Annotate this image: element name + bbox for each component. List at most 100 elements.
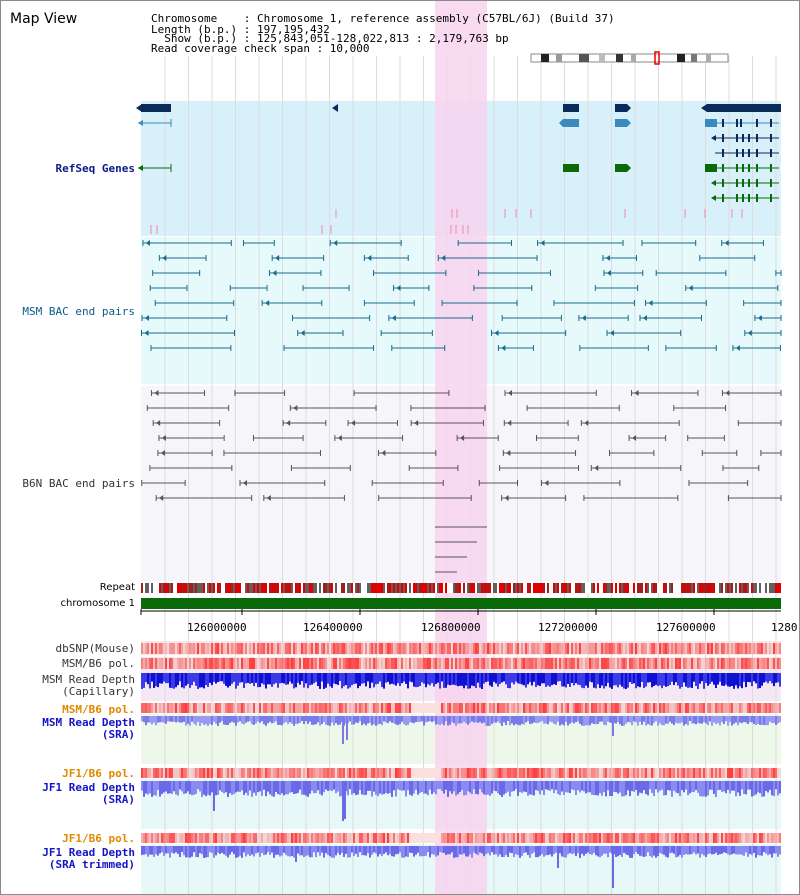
pol-heat <box>447 658 449 669</box>
jf1-pol-heat-2 <box>279 833 281 843</box>
msm-depth-capillary-bar <box>387 673 389 682</box>
jf1-pol-heat <box>605 768 607 778</box>
pol-heat <box>399 658 401 669</box>
jf1-pol-heat <box>497 768 499 778</box>
jf1-pol-heat <box>455 768 457 778</box>
jf1-depth-sra-bar <box>491 781 493 794</box>
jf1-depth-trim-bar <box>297 846 299 854</box>
msm-depth-sra-bar <box>621 716 623 726</box>
pol-heat-2 <box>775 703 777 713</box>
jf1-pol-heat-2 <box>355 833 357 843</box>
msm-depth-sra-bar <box>747 716 749 725</box>
jf1-depth-sra-bar <box>367 781 369 791</box>
pol-heat-2 <box>205 703 207 713</box>
msm-depth-capillary-bar <box>395 673 397 686</box>
dbsnp-heat <box>567 643 569 654</box>
dbsnp-heat <box>161 643 163 654</box>
pol-heat <box>273 658 275 669</box>
dbsnp-heat <box>495 643 497 654</box>
jf1-pol-heat <box>241 768 243 778</box>
msm-depth-sra-bar <box>331 716 333 723</box>
pol-heat-2 <box>255 703 257 713</box>
jf1-depth-sra-bar <box>463 781 465 796</box>
repeat-segment <box>659 583 661 593</box>
pol-heat <box>239 658 241 669</box>
jf1-pol-heat-2 <box>589 833 591 843</box>
repeat-segment <box>153 583 155 593</box>
repeat-segment <box>675 583 677 593</box>
jf1-pol-heat <box>481 768 483 778</box>
jf1-pol-heat <box>291 768 293 778</box>
jf1-depth-sra-bar <box>399 781 401 791</box>
jf1-depth-sra-bar <box>533 781 535 796</box>
dbsnp-heat <box>265 643 267 654</box>
dbsnp-heat <box>189 643 191 654</box>
msm-depth-capillary-bar <box>493 673 495 682</box>
jf1-depth-sra-bar <box>249 781 251 791</box>
dbsnp-heat <box>293 643 295 654</box>
msm-depth-capillary-bar <box>341 673 343 689</box>
jf1-depth-sra-bar <box>627 781 629 791</box>
jf1-depth-sra-bar <box>169 781 171 794</box>
repeat-segment <box>247 583 249 593</box>
msm-depth-capillary-bar <box>315 673 317 682</box>
msm-depth-sra-bar <box>619 716 621 725</box>
repeat-segment <box>477 583 479 593</box>
pol-heat <box>147 658 149 669</box>
pol-heat <box>661 658 663 669</box>
bac-arrow <box>507 390 512 396</box>
jf1-depth-trim-bar <box>271 846 273 853</box>
jf1-pol-heat-2 <box>169 833 171 843</box>
repeat-segment <box>389 583 391 593</box>
msm-depth-sra-bar <box>309 716 311 722</box>
pol-heat-2 <box>565 703 567 713</box>
pol-heat <box>675 658 677 669</box>
pol-heat-2 <box>225 703 227 713</box>
jf1-pol-heat-2 <box>557 833 559 843</box>
msm-depth-capillary-bar <box>311 673 313 685</box>
pol-heat <box>311 658 313 669</box>
dbsnp-heat <box>411 643 413 654</box>
repeat-segment <box>357 583 359 593</box>
msm-depth-capillary-bar <box>581 673 583 688</box>
jf1-depth-sra-bar <box>175 781 177 795</box>
jf1-pol-heat-2 <box>181 833 183 843</box>
pol-heat-2 <box>635 703 637 713</box>
jf1-depth-sra-bar <box>219 781 221 791</box>
bac-arrow <box>396 285 401 291</box>
jf1-depth-sra-bar <box>447 781 449 797</box>
dbsnp-heat <box>595 643 597 654</box>
jf1-depth-trim-bar <box>253 846 255 857</box>
jf1-pol-heat-2 <box>733 833 735 843</box>
msm-depth-capillary-bar <box>677 673 679 686</box>
pol-heat-2 <box>283 703 285 713</box>
repeat-segment <box>457 583 459 593</box>
pol-heat <box>371 658 373 669</box>
repeat-segment <box>375 583 377 593</box>
repeat-segment <box>615 583 617 593</box>
jf1-depth-sra-bar <box>255 781 257 796</box>
jf1-depth-sra-bar <box>709 781 711 790</box>
dbsnp-heat <box>267 643 269 654</box>
dbsnp-heat <box>501 643 503 654</box>
msm-depth-sra-bar <box>293 716 295 726</box>
repeat-segment <box>655 583 657 593</box>
jf1-depth-sra-bar <box>261 781 263 796</box>
pol-heat-2 <box>451 703 453 713</box>
jf1-depth-sra-bar <box>683 781 685 793</box>
jf1-pol-heat <box>709 768 711 778</box>
pol-heat <box>359 658 361 669</box>
pol-heat <box>249 658 251 669</box>
msm-depth-capillary-bar <box>261 673 263 684</box>
jf1-depth-trim-bar <box>715 846 717 853</box>
pol-heat <box>329 658 331 669</box>
dbsnp-heat <box>163 643 165 654</box>
pol-heat <box>651 658 653 669</box>
pol-heat-2 <box>275 703 277 713</box>
pol-heat-2 <box>763 703 765 713</box>
repeat-segment <box>487 583 489 593</box>
pol-heat-2 <box>183 703 185 713</box>
msm-depth-sra-bar <box>373 716 375 725</box>
pol-heat <box>241 658 243 669</box>
